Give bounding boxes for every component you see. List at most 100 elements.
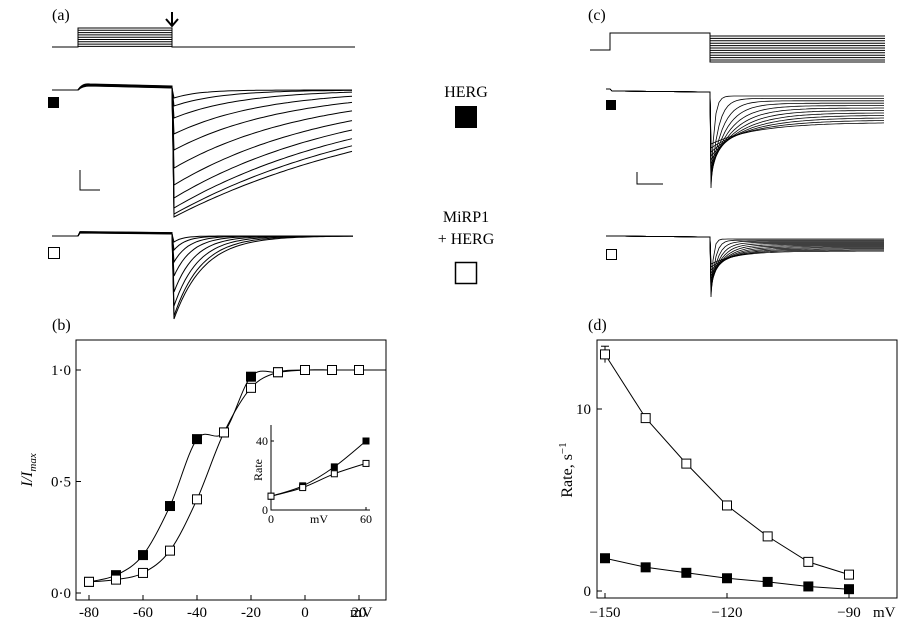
- current-trace: [52, 84, 353, 151]
- herg-point: [803, 581, 814, 592]
- inset-point: [362, 437, 370, 445]
- current-trace: [52, 231, 353, 293]
- mirp1-point: [803, 556, 814, 567]
- inset-axes: [270, 425, 370, 511]
- current-trace: [606, 235, 884, 286]
- mirp1-point: [762, 531, 773, 542]
- inset-x-tick-label: 60: [360, 512, 372, 526]
- fit-line: [88, 369, 386, 583]
- x-tick-label: -40: [187, 605, 207, 621]
- y-tick-label: 0: [584, 584, 592, 600]
- inset-xlabel: mV: [310, 512, 328, 526]
- x-tick-label: -80: [79, 605, 99, 621]
- mirp1-point: [722, 500, 732, 511]
- herg-point: [600, 553, 610, 564]
- current-trace: [606, 235, 884, 298]
- current-trace: [52, 83, 353, 215]
- current-trace: [606, 235, 884, 289]
- legend-mirp1-herg-label: + HERG: [438, 231, 495, 248]
- legend-open-square-icon: [454, 261, 478, 285]
- current-trace: [606, 88, 884, 189]
- current-trace: [606, 88, 884, 177]
- herg-point: [165, 501, 175, 512]
- mirp1-herg-current-traces-c: [606, 235, 884, 298]
- current-trace: [52, 231, 353, 277]
- mirp1-point: [681, 458, 692, 469]
- mirp1-point: [640, 413, 651, 424]
- current-trace: [606, 88, 884, 173]
- herg-point: [681, 567, 692, 578]
- herg-current-traces-c: [606, 88, 885, 189]
- y-tick-label: 0·5: [51, 475, 71, 491]
- mirp1-point: [273, 367, 283, 378]
- chart-d-frame: [596, 339, 898, 599]
- mirp1-point: [219, 427, 229, 438]
- scale-bar-c: [636, 172, 663, 185]
- x-tick-label: -60: [133, 605, 153, 621]
- inset-fit-line: [270, 440, 367, 497]
- current-trace: [606, 88, 884, 162]
- x-tick-label: −120: [712, 605, 743, 621]
- chart-b-frame: [75, 339, 387, 601]
- current-trace: [52, 85, 352, 107]
- y-tick-label: 1·0: [51, 363, 71, 379]
- x-tick-label: 0: [301, 605, 309, 621]
- chart-d-ylabel: Rate, s−1: [557, 442, 576, 497]
- inset-y-tick-label: 0: [262, 503, 268, 517]
- activation-chart-b: -80 -60 -40 -20 0 20 0·0 0·5 1·0 I/Imax mV 0 60 0…: [19, 339, 387, 621]
- x-tick-label: −90: [837, 605, 860, 621]
- legend-mirp1-label: MiRP1: [443, 209, 489, 226]
- current-trace: [606, 235, 884, 295]
- arrow-down-icon: [165, 12, 179, 28]
- current-trace: [606, 235, 884, 292]
- protocol-c: [590, 32, 885, 63]
- rate-chart-d: −150 −120 −90 0 10 Rate, s−1 mV: [557, 339, 898, 621]
- legend-herg-label: HERG: [444, 84, 488, 101]
- mirp1-point: [111, 574, 121, 585]
- fit-line: [88, 369, 386, 583]
- current-trace: [52, 231, 353, 307]
- herg-point: [762, 576, 773, 587]
- current-trace: [606, 235, 884, 278]
- herg-point: [844, 584, 854, 595]
- current-trace: [606, 88, 884, 149]
- current-trace: [606, 88, 885, 145]
- mirp1-herg-current-traces-a: [52, 231, 353, 320]
- inset-point: [330, 463, 338, 471]
- mirp1-point: [84, 576, 94, 587]
- herg-point: [640, 562, 651, 573]
- current-trace: [606, 88, 884, 169]
- x-tick-label: 20: [352, 605, 367, 621]
- panel-label-d: (d): [588, 317, 607, 334]
- mirp1-point: [844, 569, 854, 580]
- inset-point: [362, 459, 370, 467]
- current-trace: [606, 235, 884, 283]
- current-trace: [52, 85, 352, 99]
- chart-b-ylabel: I/Imax: [19, 453, 39, 488]
- chart-b-xunit: mV: [350, 605, 373, 621]
- herg-point: [138, 550, 148, 561]
- inset-point: [299, 484, 307, 492]
- panel-label-a: (a): [52, 7, 70, 24]
- mirp1-point: [192, 494, 202, 505]
- mirp1-point: [165, 545, 175, 556]
- current-trace: [606, 88, 884, 181]
- protocol-a: [52, 27, 355, 48]
- scale-bar-a: [79, 170, 100, 191]
- current-trace: [52, 83, 353, 218]
- current-trace: [606, 88, 884, 185]
- current-trace: [52, 231, 353, 320]
- rate-line: [604, 354, 850, 576]
- y-tick-label: 0·0: [51, 586, 71, 602]
- mirp1-point: [300, 365, 310, 375]
- herg-point: [246, 371, 256, 382]
- inset-y-tick-label: 40: [256, 434, 268, 448]
- current-trace: [52, 83, 353, 209]
- mirp1-point: [246, 382, 256, 393]
- herg-current-traces-a: [52, 83, 353, 218]
- open-square-icon: [48, 247, 60, 259]
- current-trace: [52, 84, 353, 169]
- current-trace: [52, 84, 353, 199]
- x-tick-label: -20: [241, 605, 261, 621]
